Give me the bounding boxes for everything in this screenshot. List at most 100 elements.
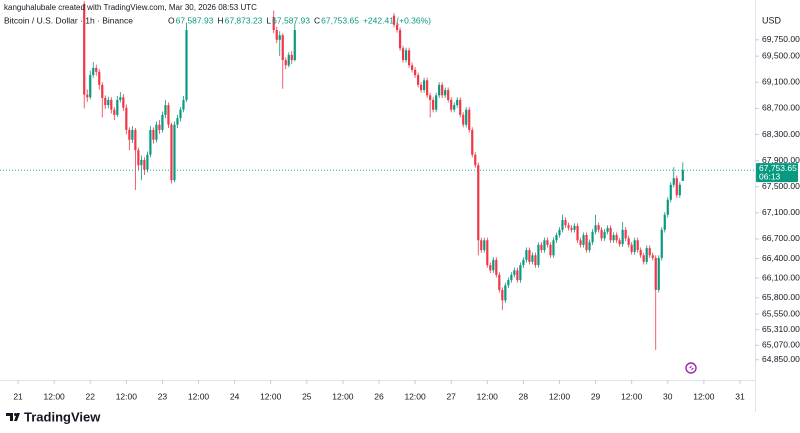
- candle-body: [429, 95, 432, 100]
- brand-logo[interactable]: TradingView: [6, 409, 101, 424]
- y-tick-label: 65,800.00: [762, 292, 800, 302]
- candle-body: [438, 84, 441, 96]
- candle-body: [627, 238, 630, 245]
- candle-body: [161, 114, 164, 130]
- legend-header: Bitcoin / U.S. Dollar · 1h · Binance O 67…: [4, 15, 431, 25]
- x-tick-label: 25: [302, 391, 312, 401]
- candle-body: [101, 84, 104, 98]
- y-tick-label: 65,550.00: [762, 308, 800, 318]
- candle-body: [543, 240, 546, 251]
- candle-body: [564, 220, 567, 226]
- candle-body: [137, 150, 140, 166]
- candle-body: [663, 214, 666, 230]
- candle-body: [483, 240, 486, 251]
- candle-body: [579, 240, 582, 245]
- currency: USD: [762, 15, 782, 25]
- candle-body: [489, 265, 492, 271]
- candle-body: [164, 105, 167, 115]
- x-tick-label: 23: [158, 391, 168, 401]
- candle-body: [404, 50, 408, 61]
- x-tick-label: 12:00: [693, 391, 715, 401]
- candle-body: [513, 270, 516, 275]
- candle-body: [173, 124, 176, 181]
- replay-glyph: [689, 365, 694, 371]
- candle-body: [395, 24, 399, 31]
- y-tick-label: 68,300.00: [762, 129, 800, 139]
- change: +242.41 (+0.36%): [363, 15, 431, 25]
- y-tick-label: 65,070.00: [762, 340, 800, 350]
- candle-body: [89, 75, 92, 98]
- candle-body: [423, 80, 426, 91]
- candle-body: [410, 65, 414, 70]
- x-tick-label: 30: [663, 391, 673, 401]
- candle-body: [498, 274, 501, 290]
- candle-body: [558, 229, 561, 236]
- candle-body: [450, 99, 453, 110]
- candle-body: [660, 229, 663, 258]
- countdown: 06:13: [759, 171, 781, 181]
- candle-body: [131, 129, 134, 140]
- replay-circle[interactable]: [685, 362, 697, 374]
- brand-name: TradingView: [24, 409, 101, 424]
- candle-body: [83, 3, 86, 95]
- candle-body: [567, 225, 570, 228]
- candle-body: [510, 274, 513, 281]
- candle-body: [597, 225, 600, 230]
- candle-body: [600, 229, 603, 239]
- candle-body: [516, 270, 519, 281]
- candle-body: [128, 129, 131, 140]
- candle-body: [519, 265, 522, 281]
- plot-area: [0, 1, 755, 350]
- candle-body: [125, 107, 128, 130]
- candle-body: [633, 240, 636, 253]
- candle-body: [444, 90, 447, 96]
- y-tick-label: 66,700.00: [762, 233, 800, 243]
- candle-body: [176, 118, 179, 125]
- candle-body: [413, 69, 417, 76]
- candle-body: [155, 124, 158, 140]
- candle-body: [486, 240, 489, 266]
- ohlc-key: O: [168, 15, 175, 25]
- candle-body: [591, 231, 594, 243]
- candle-body: [441, 84, 444, 96]
- candle-body: [272, 16, 275, 31]
- candle-body: [588, 242, 591, 251]
- candle-body: [398, 30, 402, 49]
- candle-body: [495, 259, 498, 275]
- candle-body: [158, 124, 161, 130]
- candle-body: [293, 30, 296, 61]
- candle-body: [525, 250, 528, 260]
- candle-body: [167, 105, 170, 125]
- candle-body: [528, 250, 531, 262]
- candle-body: [504, 285, 507, 301]
- replay-icon[interactable]: [685, 362, 697, 374]
- ohlc-value: 67,587.93: [272, 15, 310, 25]
- candle-body: [552, 240, 555, 256]
- candle-body: [182, 99, 185, 110]
- attribution: kanguhalubale created with TradingView.c…: [4, 3, 257, 12]
- candle-body: [561, 220, 564, 230]
- x-tick-label: 12:00: [549, 391, 571, 401]
- candle-body: [275, 30, 278, 40]
- candle-body: [630, 244, 633, 253]
- y-tick-label: 65,310.00: [762, 324, 800, 334]
- candle-body: [281, 35, 284, 61]
- candle-body: [645, 248, 648, 262]
- candle-body: [179, 109, 182, 119]
- y-tick-label: 69,500.00: [762, 50, 800, 60]
- candle-body: [594, 225, 597, 232]
- logo-dot: [14, 413, 17, 416]
- candle-body: [290, 54, 293, 61]
- candle-body: [110, 99, 113, 110]
- axes: 69,750.00 69,500.00 69,100.00 68,700.00 68,3…: [13, 34, 800, 401]
- candle-body: [621, 229, 624, 245]
- x-tick-label: 12:00: [116, 391, 138, 401]
- ohlc-value: 67,587.93: [176, 15, 214, 25]
- x-tick-label: 28: [519, 391, 529, 401]
- candle-body: [651, 255, 654, 258]
- candle-body: [86, 94, 89, 98]
- y-tick-label: 69,100.00: [762, 77, 800, 87]
- y-tick-label: 67,100.00: [762, 207, 800, 217]
- candle-body: [615, 235, 618, 241]
